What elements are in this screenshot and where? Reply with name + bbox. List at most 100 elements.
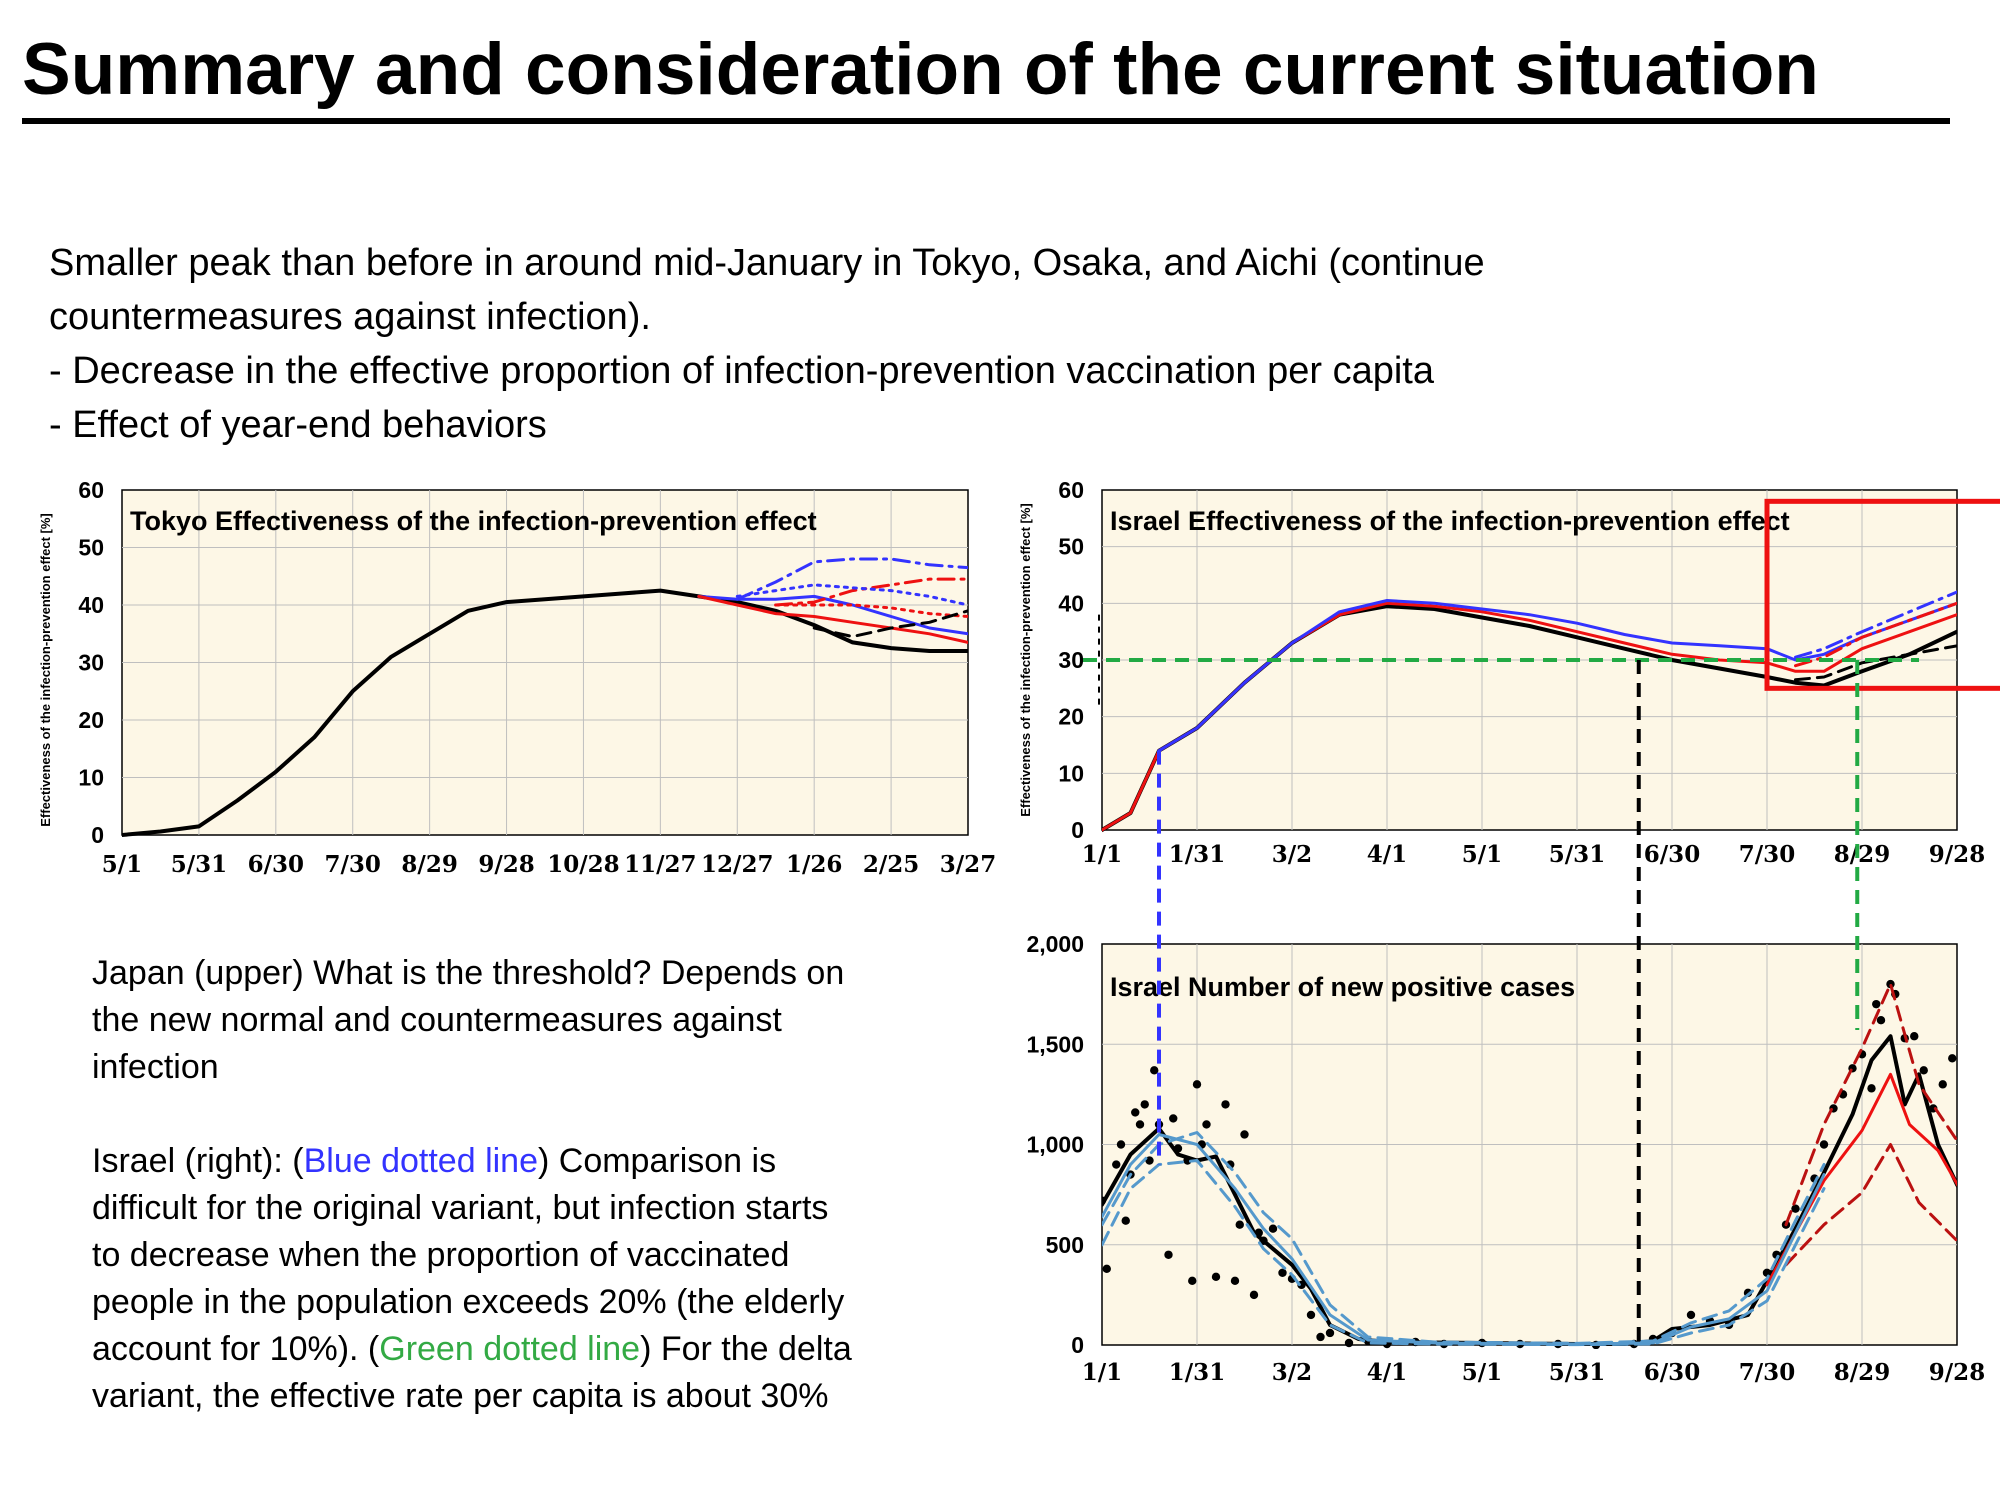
scatter-point	[1240, 1130, 1249, 1139]
scatter-point	[1967, 1186, 1975, 1194]
japan-note-line: infection	[92, 1048, 219, 1086]
x-tick-label: 4/1	[1367, 1359, 1407, 1386]
x-tick-label: 5/31	[171, 851, 227, 878]
notes-text: Japan (upper) What is the threshold? Dep…	[92, 950, 972, 1420]
y-axis-title: Effectiveness of the infection-preventio…	[38, 513, 53, 827]
scatter-point	[1876, 1015, 1886, 1025]
scatter-point	[1135, 1120, 1145, 1129]
x-tick-label: 1/26	[786, 851, 842, 878]
series-line-dark_red-dashed	[1784, 982, 1957, 1227]
chart-title: Israel Effectiveness of the infection-pr…	[1110, 506, 1790, 536]
x-tick-label: 10/28	[547, 851, 619, 878]
y-tick-label: 500	[1046, 1232, 1084, 1258]
scatter-point	[1235, 1220, 1244, 1229]
scatter-point	[1140, 1100, 1149, 1109]
y-tick-label: 10	[78, 765, 104, 791]
israel-note-line: variant, the effective rate per capita i…	[92, 1377, 829, 1415]
x-tick-label: 7/30	[1739, 841, 1795, 868]
gridlines	[122, 490, 968, 835]
x-tick-label: 8/29	[1834, 1359, 1890, 1386]
x-tick-label: 3/2	[1272, 1359, 1312, 1386]
y-tick-label: 20	[78, 707, 104, 733]
scatter-point	[1164, 1250, 1173, 1259]
x-tick-label: 7/30	[1739, 1359, 1795, 1386]
japan-note-line: Japan (upper) What is the threshold? Dep…	[92, 954, 845, 992]
series-line-light_blue-dashed	[1102, 1159, 1826, 1347]
y-tick-label: 0	[91, 822, 104, 848]
scatter-point	[1249, 1290, 1259, 1300]
scatter-point	[1145, 1156, 1154, 1165]
y-tick-label: 10	[1058, 760, 1084, 786]
israel-note-line: Israel (right): (Blue dotted line) Compa…	[92, 1138, 972, 1185]
scatter-point	[1202, 1120, 1211, 1129]
page-title: Summary and consideration of the current…	[22, 29, 1819, 110]
x-tick-label: 3/2	[1272, 841, 1312, 868]
scatter-point	[1102, 1264, 1111, 1274]
scatter-point	[1268, 1224, 1278, 1233]
x-tick-label: 2/25	[863, 851, 919, 878]
series-line-red-dotted	[774, 603, 968, 618]
israel-note-prefix: account for 10%). (	[92, 1330, 380, 1368]
series-line-blue-dotted	[735, 583, 968, 607]
x-tick-label: 5/31	[1549, 841, 1605, 868]
x-tick-label: 8/29	[401, 851, 457, 878]
x-tick-label: 9/28	[478, 851, 534, 878]
x-tick-label: 9/28	[1929, 841, 1985, 868]
series-line-blue-dashdot	[1794, 590, 1957, 659]
x-tick-label: 1/31	[1169, 1359, 1225, 1386]
y-tick-label: 30	[78, 650, 104, 676]
series-lines	[1102, 590, 1957, 832]
israel-note-line: to decrease when the proportion of vacci…	[92, 1236, 790, 1274]
scatter-point	[1872, 999, 1881, 1009]
blue-dotted-line-label: Blue dotted line	[303, 1142, 538, 1180]
y-tick-label: 1,000	[1026, 1132, 1084, 1158]
scatter-point	[1948, 1054, 1957, 1063]
series-line-light_blue-solid	[1102, 1133, 1826, 1346]
x-tick-label: 5/1	[1462, 1359, 1502, 1386]
guide-lines	[1083, 614, 1919, 1345]
y-tick-label: 60	[1058, 477, 1084, 503]
israel-note-text: ) Comparison is	[538, 1142, 777, 1180]
scatter-point	[1316, 1332, 1325, 1342]
x-tick-label: 7/30	[325, 851, 381, 878]
series-line-black-dashed	[1794, 644, 1957, 682]
scatter-point	[1910, 1032, 1919, 1041]
tokyo-chart: 0 10 20 30 40 50 60 5/1 5/31 6/30 7/30 8/29 9/28 10/2…	[38, 477, 996, 878]
israel_eff-chart: 0 10 20 30 40 50 60 1/1 1/31 3/2 4/1 5/1 5/31 6/30 7/3…	[1018, 477, 2000, 868]
series-line-black-dashed	[812, 609, 968, 639]
summary-text: Smaller peak than before in around mid-J…	[49, 236, 1949, 452]
chart-title: Tokyo Effectiveness of the infection-pre…	[130, 506, 817, 536]
scatter-point	[1306, 1310, 1316, 1320]
y-tick-label: 0	[1071, 817, 1084, 843]
x-tick-label: 9/28	[1929, 1359, 1985, 1386]
israel_cases-chart: 0 500 1,000 1,500 2,000 1/1 1/31 3/2 4/1 5/1 5/31 6…	[1026, 931, 2000, 1386]
scatter-point	[1867, 1084, 1876, 1093]
series-lines	[1102, 982, 1957, 1347]
israel-note-prefix: Israel (right): (	[92, 1142, 304, 1180]
x-tick-label: 4/1	[1367, 841, 1407, 868]
y-tick-label: 50	[1058, 534, 1084, 560]
scatter-point	[1278, 1268, 1287, 1278]
israel-note-line: account for 10%). (Green dotted line) Fo…	[92, 1326, 972, 1373]
scatter-point	[1211, 1272, 1221, 1282]
x-tick-label: 6/30	[1644, 841, 1700, 868]
summary-line: Smaller peak than before in around mid-J…	[49, 242, 1485, 284]
series-line-red-solid	[697, 594, 968, 644]
israel-note-line: people in the population exceeds 20% (th…	[92, 1283, 845, 1321]
scatter-point	[1344, 1338, 1354, 1348]
y-tick-label: 40	[78, 592, 104, 618]
scatter-point	[1996, 1261, 2000, 1269]
y-tick-label: 20	[1058, 704, 1084, 730]
x-tick-label: 6/30	[248, 851, 304, 878]
x-tick-label: 1/1	[1082, 841, 1122, 868]
scatter-point	[1169, 1114, 1178, 1123]
scatter-point	[1131, 1108, 1140, 1117]
israel-note-text: ) For the delta	[640, 1330, 852, 1368]
series-line-red-dashdot	[1794, 601, 1957, 668]
israel-note-line: difficult for the original variant, but …	[92, 1189, 829, 1227]
scatter-point	[1188, 1276, 1197, 1286]
x-tick-label: 5/31	[1549, 1359, 1605, 1386]
green-dotted-line-label: Green dotted line	[379, 1330, 641, 1368]
scatter-point	[1116, 1140, 1126, 1149]
